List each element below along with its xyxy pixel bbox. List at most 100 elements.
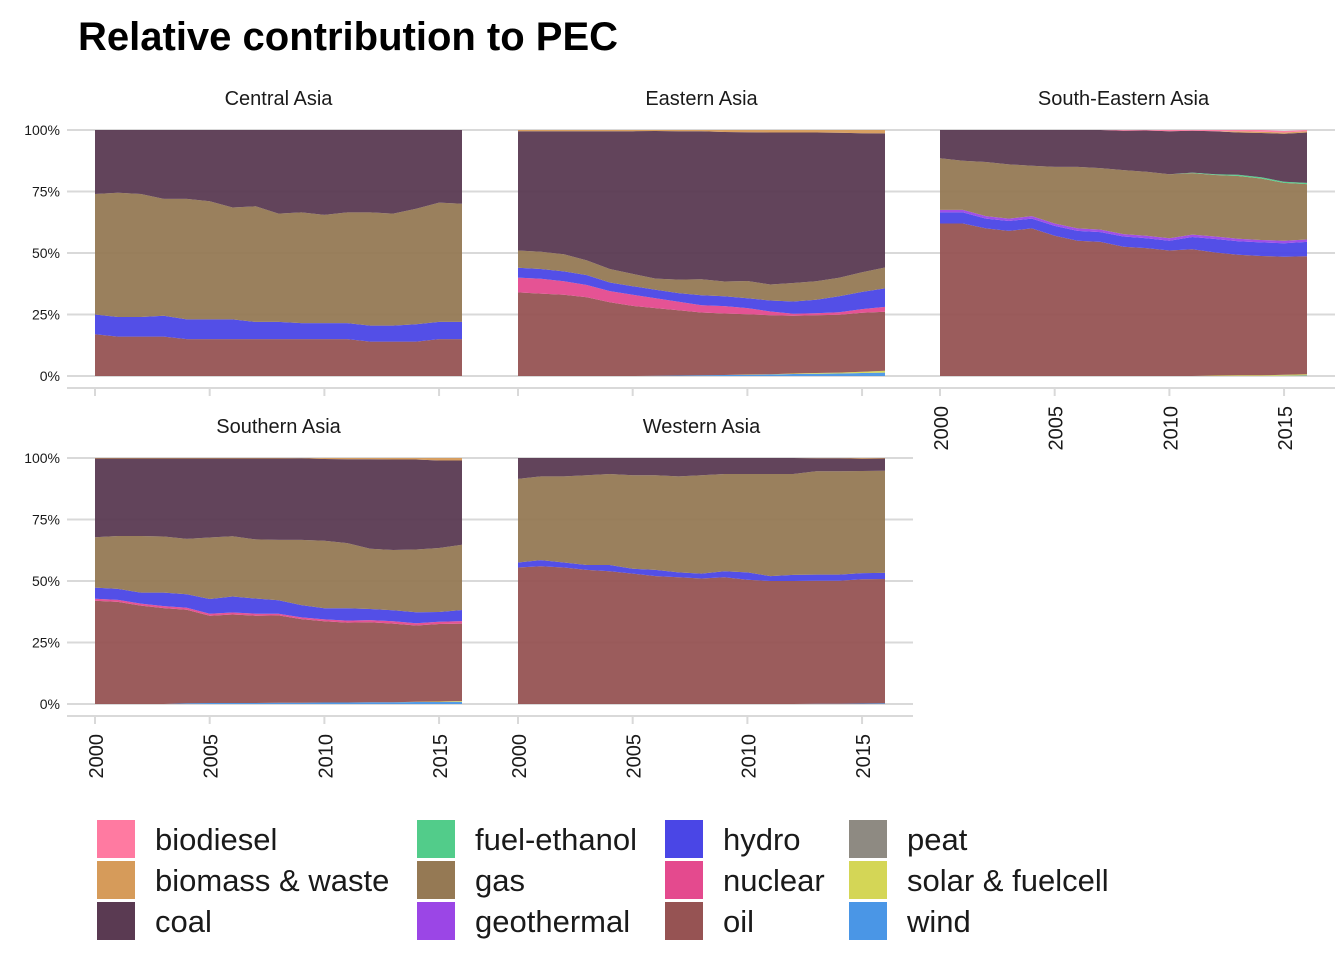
- stacked-areas: [518, 458, 885, 704]
- legend-item-biodiesel: biodiesel: [97, 820, 277, 858]
- legend-swatch: [665, 820, 703, 858]
- area-hydro: [940, 212, 1307, 257]
- legend-item-coal: coal: [97, 902, 212, 940]
- area-solar-fuelcell: [518, 370, 885, 376]
- y-tick-label: 25%: [32, 635, 60, 651]
- area-wind: [95, 701, 462, 704]
- area-gas: [95, 536, 462, 613]
- y-tick-label: 50%: [32, 245, 60, 261]
- area-solar-fuelcell: [940, 374, 1307, 376]
- x-tick-label: 2005: [1046, 406, 1068, 451]
- legend-item-fuel-ethanol: fuel-ethanol: [417, 820, 637, 858]
- panel-south-eastern-asia: South-Eastern Asia 2000 2005 2010 2015: [912, 88, 1335, 451]
- area-biomass-waste: [95, 458, 462, 461]
- area-coal: [518, 458, 885, 479]
- area-nuclear: [518, 277, 885, 316]
- legend-item-hydro: hydro: [665, 820, 801, 858]
- legend: biodiesel biomass & waste coal fuel-ethanol…: [97, 820, 1109, 940]
- area-biomass-waste: [518, 458, 885, 459]
- area-hydro: [95, 587, 462, 624]
- x-tick-label: 2005: [624, 734, 646, 779]
- stacked-areas: [518, 130, 885, 376]
- x-tick-label: 2000: [86, 734, 108, 779]
- area-coal: [940, 130, 1307, 183]
- area-oil: [95, 334, 462, 376]
- area-gas: [940, 158, 1307, 241]
- area-wind: [940, 375, 1307, 376]
- legend-swatch: [417, 820, 455, 858]
- panel-title: South-Eastern Asia: [1038, 88, 1210, 110]
- area-hydro: [518, 560, 885, 581]
- x-tick-label: 2015: [853, 734, 875, 779]
- legend-label: gas: [475, 863, 525, 898]
- x-tick-label: 2010: [1160, 406, 1182, 451]
- x-tick-label: 2015: [430, 734, 452, 779]
- legend-label: coal: [155, 904, 212, 939]
- panel-southern-asia: Southern Asia 0% 25% 50% 75% 100% 2000 2005 2010…: [24, 416, 490, 779]
- legend-swatch: [849, 820, 887, 858]
- legend-label: oil: [723, 904, 754, 939]
- area-gas: [518, 470, 885, 577]
- legend-label: geothermal: [475, 904, 630, 939]
- legend-item-wind: wind: [849, 902, 971, 940]
- area-biodiesel: [940, 130, 1307, 133]
- area-geothermal: [940, 209, 1307, 244]
- legend-label: biomass & waste: [155, 863, 389, 898]
- legend-item-nuclear: nuclear: [665, 861, 825, 899]
- legend-swatch: [849, 902, 887, 940]
- legend-item-geothermal: geothermal: [417, 902, 630, 940]
- chart-title: Relative contribution to PEC: [78, 15, 618, 59]
- panel-eastern-asia: Eastern Asia: [490, 88, 913, 396]
- area-oil: [518, 292, 885, 376]
- stacked-areas: [95, 130, 462, 376]
- y-tick-label: 50%: [32, 573, 60, 589]
- legend-item-gas: gas: [417, 861, 525, 899]
- legend-swatch: [97, 861, 135, 899]
- legend-item-biomass-waste: biomass & waste: [97, 861, 389, 899]
- area-oil: [518, 566, 885, 704]
- stacked-areas: [940, 130, 1307, 376]
- area-gas: [95, 192, 462, 326]
- panel-title: Southern Asia: [216, 416, 341, 438]
- y-tick-label: 100%: [24, 122, 60, 138]
- area-wind: [518, 703, 885, 704]
- x-tick-label: 2010: [315, 734, 337, 779]
- legend-label: solar & fuelcell: [907, 863, 1109, 898]
- area-biomass-waste: [940, 130, 1307, 134]
- panel-central-asia: Central Asia 0% 25% 50% 75% 100%: [24, 88, 490, 396]
- area-nuclear: [95, 598, 462, 626]
- legend-swatch: [417, 902, 455, 940]
- legend-label: wind: [906, 904, 971, 939]
- legend-label: peat: [907, 822, 968, 857]
- stacked-areas: [95, 458, 462, 704]
- x-tick-label: 2000: [509, 734, 531, 779]
- panel-title: Central Asia: [225, 88, 334, 110]
- area-wind: [518, 372, 885, 376]
- area-coal: [518, 131, 885, 285]
- x-tick-label: 2010: [738, 734, 760, 779]
- legend-swatch: [97, 902, 135, 940]
- area-gas: [518, 250, 885, 302]
- area-hydro: [518, 267, 885, 314]
- legend-item-solar-fuelcell: solar & fuelcell: [849, 861, 1109, 899]
- area-biomass-waste: [518, 130, 885, 134]
- legend-swatch: [665, 861, 703, 899]
- legend-label: biodiesel: [155, 822, 277, 857]
- y-tick-label: 75%: [32, 184, 60, 200]
- legend-item-oil: oil: [665, 902, 754, 940]
- legend-label: hydro: [723, 822, 801, 857]
- x-tick-label: 2000: [931, 406, 953, 451]
- legend-swatch: [417, 861, 455, 899]
- area-coal: [95, 130, 462, 215]
- area-oil: [95, 600, 462, 704]
- y-tick-label: 0%: [40, 368, 60, 384]
- y-tick-label: 0%: [40, 696, 60, 712]
- x-tick-label: 2015: [1275, 406, 1297, 451]
- legend-label: nuclear: [723, 863, 825, 898]
- area-coal: [95, 458, 462, 550]
- legend-swatch: [849, 861, 887, 899]
- x-tick-label: 2005: [201, 734, 223, 779]
- y-tick-label: 75%: [32, 512, 60, 528]
- legend-swatch: [665, 902, 703, 940]
